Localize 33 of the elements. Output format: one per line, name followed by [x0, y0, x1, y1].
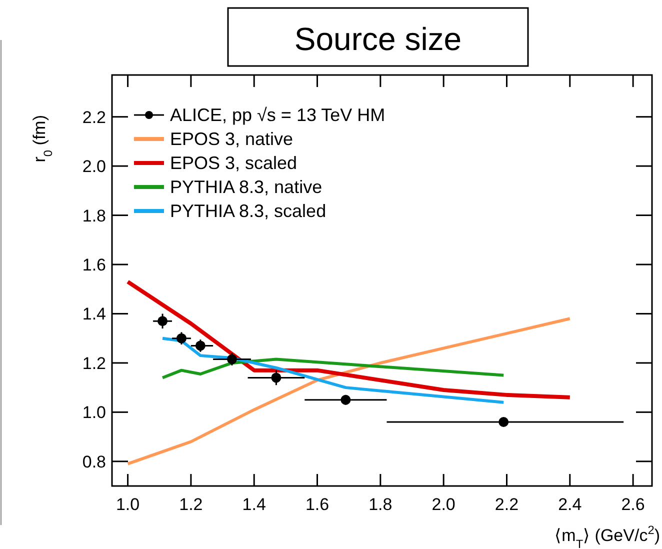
x-tick-label: 1.4	[242, 495, 266, 514]
point	[271, 372, 282, 383]
point	[158, 316, 168, 326]
x-tick-label: 1.0	[116, 495, 140, 514]
x-tick-label: 1.2	[179, 495, 203, 514]
y-tick-label: 0.8	[82, 452, 106, 472]
y-tick-label: 1.2	[82, 354, 106, 373]
line-series	[126, 317, 572, 466]
y-tick-label: 1.0	[82, 403, 106, 422]
line-series	[126, 280, 572, 400]
legend-label: ALICE, pp √s = 13 TeV HM	[170, 105, 386, 125]
x-axis-title: ⟨m$_{T}$⟩ (GeV/c$^{2}$)	[554, 523, 660, 549]
legend-label: EPOS 3, native	[170, 129, 294, 149]
y-tick-label: 2.0	[82, 157, 106, 176]
legend-label: PYTHIA 8.3, scaled	[170, 201, 326, 221]
y-tick-label: 1.6	[82, 256, 106, 275]
y-tick-label: 1.4	[82, 304, 106, 324]
x-tick-label: 2.0	[432, 495, 456, 514]
x-tick-label: 2.4	[558, 495, 582, 514]
x-tick-label: 1.6	[305, 495, 330, 514]
legend-label: EPOS 3, scaled	[170, 153, 298, 173]
point	[195, 340, 206, 351]
legend-label: PYTHIA 8.3, native	[170, 177, 322, 197]
point	[176, 333, 186, 344]
point	[498, 417, 509, 428]
x-tick-label: 1.8	[368, 495, 392, 514]
point	[227, 354, 237, 364]
y-tick-label: 1.8	[82, 206, 106, 226]
x-tick-label: 2.6	[621, 495, 645, 514]
x-tick-label: 2.2	[494, 495, 519, 514]
y-tick-label: 2.2	[82, 108, 106, 127]
chart-title: Source size	[294, 21, 462, 57]
point	[340, 394, 351, 405]
